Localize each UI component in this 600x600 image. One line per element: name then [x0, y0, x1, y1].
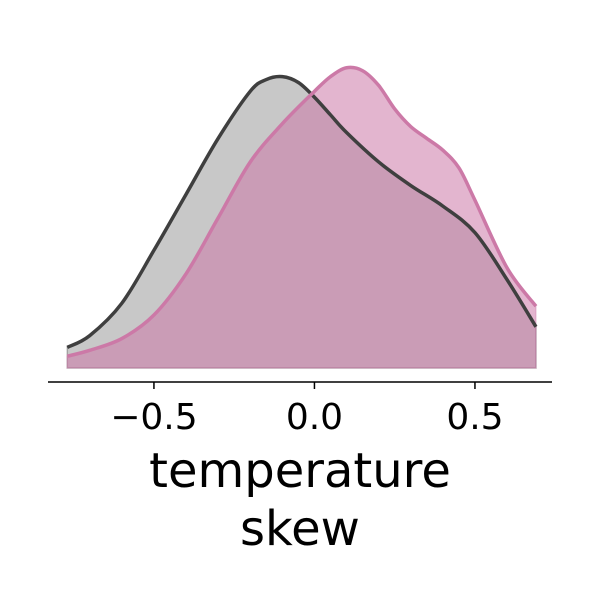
x-tick-label: −0.5 — [110, 397, 197, 438]
density-line-series-2 — [66, 65, 538, 358]
x-axis-label-line-1: temperature — [149, 443, 451, 499]
x-tick-label: 0.5 — [446, 397, 503, 438]
density-line-series-1 — [66, 74, 538, 349]
x-axis-ticks: −0.5 0.0 0.5 — [110, 382, 504, 438]
x-axis-label-line-2: skew — [240, 501, 360, 557]
x-tick-label: 0.0 — [286, 397, 343, 438]
density-areas — [66, 66, 537, 369]
density-lines — [66, 65, 538, 358]
